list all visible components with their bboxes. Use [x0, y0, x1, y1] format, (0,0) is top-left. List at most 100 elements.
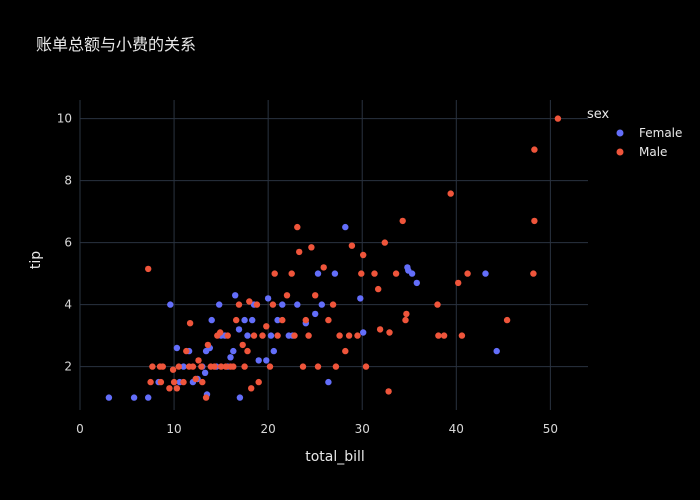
point-male[interactable] [170, 378, 178, 386]
point-female[interactable] [331, 270, 339, 277]
point-male[interactable] [279, 316, 286, 324]
point-male[interactable] [375, 285, 382, 293]
point-male[interactable] [503, 316, 511, 324]
point-male[interactable] [308, 244, 315, 251]
point-male[interactable] [271, 270, 278, 277]
point-female[interactable] [342, 223, 349, 231]
point-male[interactable] [149, 363, 156, 370]
point-male[interactable] [458, 332, 466, 339]
point-female[interactable] [236, 394, 244, 401]
point-male[interactable] [166, 385, 173, 392]
point-male[interactable] [159, 363, 166, 370]
point-male[interactable] [447, 190, 454, 197]
legend-marker-male[interactable] [616, 148, 624, 156]
point-male[interactable] [198, 363, 205, 370]
point-male[interactable] [329, 301, 337, 308]
point-female[interactable] [408, 270, 416, 277]
point-male[interactable] [199, 378, 206, 386]
point-male[interactable] [145, 265, 152, 273]
point-male[interactable] [314, 363, 322, 370]
point-male[interactable] [435, 332, 442, 339]
point-male[interactable] [157, 378, 165, 386]
point-female[interactable] [230, 347, 237, 355]
point-male[interactable] [253, 301, 261, 308]
point-male[interactable] [180, 378, 187, 386]
point-male[interactable] [362, 363, 370, 370]
point-male[interactable] [241, 363, 248, 370]
point-male[interactable] [402, 316, 409, 324]
point-female[interactable] [312, 310, 319, 318]
point-male[interactable] [175, 363, 182, 370]
point-female[interactable] [294, 301, 301, 308]
point-female[interactable] [173, 344, 181, 352]
point-male[interactable] [434, 301, 441, 308]
point-female[interactable] [208, 316, 215, 324]
point-male[interactable] [440, 332, 448, 339]
point-male[interactable] [386, 329, 393, 336]
point-male[interactable] [296, 248, 303, 256]
point-female[interactable] [263, 357, 270, 364]
point-male[interactable] [530, 270, 537, 277]
point-male[interactable] [376, 326, 384, 333]
point-female[interactable] [357, 295, 364, 302]
point-male[interactable] [294, 223, 301, 231]
point-male[interactable] [403, 310, 410, 318]
point-female[interactable] [493, 347, 500, 355]
point-male[interactable] [186, 320, 194, 327]
point-male[interactable] [235, 301, 243, 308]
legend-marker-female[interactable] [616, 129, 624, 137]
point-male[interactable] [147, 378, 154, 386]
point-female[interactable] [360, 329, 367, 336]
point-female[interactable] [201, 369, 209, 376]
point-male[interactable] [283, 292, 291, 299]
point-male[interactable] [239, 341, 246, 349]
point-male[interactable] [554, 115, 562, 122]
point-male[interactable] [274, 332, 281, 339]
point-male[interactable] [399, 217, 406, 225]
point-male[interactable] [255, 378, 262, 386]
point-female[interactable] [255, 357, 262, 364]
point-male[interactable] [169, 366, 177, 373]
point-male[interactable] [244, 347, 251, 355]
point-female[interactable] [279, 301, 286, 308]
point-male[interactable] [325, 316, 332, 324]
point-male[interactable] [354, 332, 361, 339]
point-female[interactable] [241, 316, 248, 324]
point-male[interactable] [320, 264, 327, 271]
point-female[interactable] [274, 316, 281, 324]
point-male[interactable] [291, 332, 298, 339]
point-male[interactable] [224, 332, 231, 339]
point-male[interactable] [202, 394, 210, 401]
point-male[interactable] [195, 357, 202, 364]
point-male[interactable] [345, 332, 353, 339]
point-female[interactable] [318, 301, 325, 308]
point-male[interactable] [230, 363, 237, 370]
point-male[interactable] [211, 363, 218, 370]
point-female[interactable] [413, 279, 420, 287]
point-female[interactable] [482, 270, 489, 277]
point-female[interactable] [216, 301, 223, 308]
point-male[interactable] [531, 217, 538, 225]
point-male[interactable] [266, 363, 274, 370]
point-female[interactable] [270, 347, 277, 355]
point-female[interactable] [235, 326, 243, 333]
point-male[interactable] [259, 332, 266, 339]
point-male[interactable] [173, 385, 181, 392]
point-male[interactable] [531, 146, 538, 153]
point-male[interactable] [464, 270, 471, 277]
point-female[interactable] [130, 394, 138, 401]
point-male[interactable] [222, 363, 229, 370]
point-male[interactable] [183, 347, 190, 355]
point-female[interactable] [244, 332, 251, 339]
point-female[interactable] [105, 394, 113, 401]
point-female[interactable] [267, 332, 275, 339]
point-male[interactable] [358, 270, 365, 277]
point-male[interactable] [250, 332, 258, 339]
point-female[interactable] [180, 363, 187, 370]
point-male[interactable] [360, 251, 367, 259]
legend-label-female[interactable]: Female [639, 126, 682, 140]
point-female[interactable] [264, 295, 272, 302]
point-male[interactable] [269, 301, 277, 308]
point-male[interactable] [217, 329, 224, 336]
point-male[interactable] [381, 239, 388, 246]
